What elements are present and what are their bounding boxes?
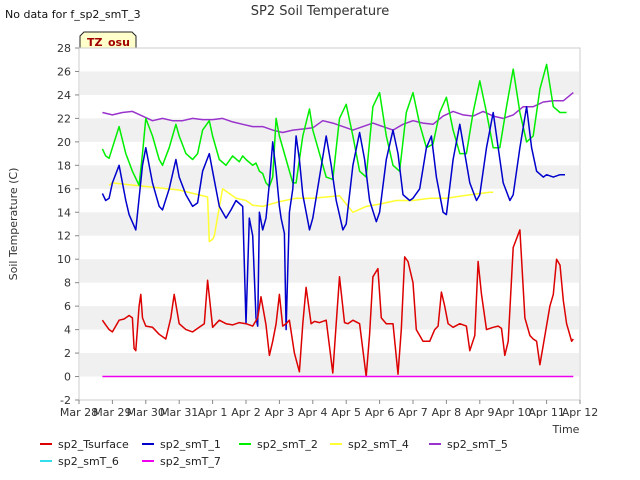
x-tick-label: Apr 11: [528, 406, 565, 419]
x-tick-label: Apr 1: [198, 406, 228, 419]
grid-band: [80, 165, 579, 189]
legend-label-sp2_smT_5: sp2_smT_5: [447, 438, 508, 451]
series-line-sp2_Tsurface: [101, 229, 574, 378]
x-tick-label: Apr 6: [365, 406, 395, 419]
y-tick-label: 8: [64, 277, 71, 290]
y-tick-label: 14: [57, 206, 71, 219]
x-tick-label: Mar 30: [127, 406, 165, 419]
y-tick-label: 16: [57, 183, 71, 196]
y-tick-label: 10: [57, 253, 71, 266]
x-tick-label: Apr 2: [231, 406, 261, 419]
y-tick-label: 20: [57, 136, 71, 149]
grid-band: [80, 71, 579, 95]
series-line-sp2_smT_4: [108, 182, 494, 243]
badge-text: TZ_osu: [87, 36, 130, 49]
y-tick-label: 28: [57, 42, 71, 55]
legend-label-sp2_smT_6: sp2_smT_6: [58, 455, 119, 468]
legend-label-sp2_smT_1: sp2_smT_1: [160, 438, 221, 451]
y-tick-label: 22: [57, 112, 71, 125]
legend: sp2_Tsurface sp2_smT_1 sp2_smT_2 sp2_smT_4 s…: [40, 438, 508, 468]
y-tick-label: 4: [64, 324, 71, 337]
x-tick-label: Apr 9: [465, 406, 495, 419]
no-data-note: No data for f_sp2_smT_3: [5, 8, 141, 21]
y-tick-label: 6: [64, 300, 71, 313]
y-tick-label: 12: [57, 230, 71, 243]
x-tick-label: Apr 4: [298, 406, 328, 419]
grid-band: [80, 353, 579, 377]
y-tick-label: 2: [64, 347, 71, 360]
grid-band: [80, 306, 579, 330]
legend-label-sp2_smT_7: sp2_smT_7: [160, 455, 221, 468]
y-tick-label: 18: [57, 159, 71, 172]
series-line-sp2_smT_1: [101, 105, 565, 331]
x-tick-label: Apr 3: [265, 406, 295, 419]
x-tick-label: Apr 10: [495, 406, 532, 419]
x-tick-label: Apr 5: [331, 406, 361, 419]
x-tick-label: Apr 12: [562, 406, 599, 419]
y-tick-label: 24: [57, 89, 71, 102]
tz-badge: TZ_osu: [79, 31, 137, 51]
x-tick-label: Mar 31: [160, 406, 198, 419]
grid-band: [80, 212, 579, 236]
x-tick-label: Mar 28: [60, 406, 98, 419]
legend-label-sp2_smT_2: sp2_smT_2: [257, 438, 318, 451]
legend-label-sp2_Tsurface: sp2_Tsurface: [58, 438, 129, 451]
y-tick-label: 26: [57, 65, 71, 78]
x-tick-label: Apr 8: [432, 406, 462, 419]
legend-label-sp2_smT_4: sp2_smT_4: [348, 438, 409, 451]
x-tick-label: Mar 29: [93, 406, 131, 419]
y-axis-label: Soil Temperature (C): [7, 168, 20, 281]
x-axis-label: Time: [552, 423, 580, 436]
grid-bands: [80, 71, 579, 377]
grid-band: [80, 259, 579, 283]
x-tick-label: Apr 7: [398, 406, 428, 419]
y-tick-label: -2: [60, 394, 71, 407]
y-tick-label: 0: [64, 371, 71, 384]
series-lines: [101, 63, 574, 378]
chart-title: SP2 Soil Temperature: [251, 4, 389, 19]
series-line-sp2_smT_5: [102, 92, 574, 134]
series-line-sp2_smT_2: [101, 63, 567, 188]
